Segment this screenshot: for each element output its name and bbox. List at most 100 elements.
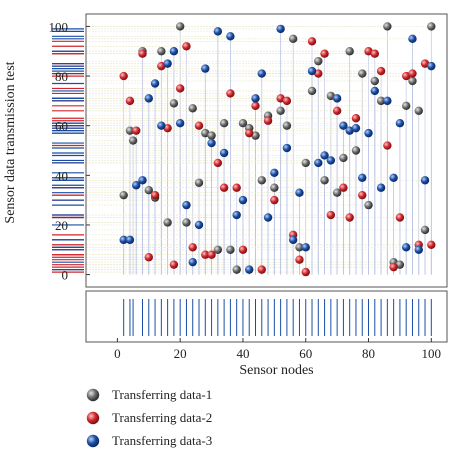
data-point — [295, 255, 304, 264]
legend-label: Transferring data-1 — [112, 387, 213, 402]
rug-box — [85, 290, 448, 343]
data-point — [232, 265, 241, 274]
rug-layer — [52, 28, 432, 336]
data-point — [257, 176, 266, 185]
data-point — [339, 183, 348, 192]
data-point — [358, 190, 367, 200]
data-point — [194, 178, 204, 187]
data-point — [376, 96, 386, 106]
legend-marker-blue — [86, 434, 100, 448]
data-point — [358, 173, 367, 182]
data-point — [226, 32, 235, 41]
legend-label: Transferring data-2 — [112, 410, 213, 425]
data-point — [326, 156, 336, 165]
data-point — [169, 99, 179, 108]
data-point — [383, 141, 392, 150]
data-point — [219, 119, 229, 128]
data-point — [364, 128, 373, 138]
legend-marker-red — [86, 411, 100, 425]
data-point — [169, 47, 179, 56]
data-point — [401, 243, 411, 252]
data-point — [257, 69, 266, 78]
data-point — [301, 243, 310, 252]
data-point — [320, 151, 329, 160]
data-point — [194, 220, 204, 230]
data-point — [125, 96, 135, 106]
data-point — [395, 213, 405, 222]
data-point — [194, 121, 204, 130]
data-point — [307, 86, 317, 96]
legend-marker-gray — [86, 388, 100, 402]
y-axis-label: Sensor data transmission test — [3, 61, 18, 223]
data-point — [232, 183, 241, 192]
legend-item-data-3: Transferring data-3 — [86, 430, 212, 452]
data-point — [188, 104, 197, 113]
data-point — [263, 213, 273, 222]
plot-frame — [85, 13, 448, 343]
data-point — [138, 176, 147, 185]
data-point — [326, 210, 336, 220]
data-point — [207, 250, 216, 259]
data-point — [125, 126, 135, 135]
data-point — [226, 89, 235, 98]
data-point — [270, 195, 279, 205]
data-point — [320, 176, 329, 185]
data-point — [389, 173, 398, 182]
data-point — [125, 235, 135, 245]
data-point — [427, 61, 436, 71]
data-point — [395, 119, 405, 128]
data-point — [351, 146, 361, 155]
data-point — [207, 131, 216, 140]
data-point — [226, 245, 235, 254]
data-point — [408, 69, 417, 78]
data-point — [295, 188, 304, 197]
data-point — [213, 158, 223, 168]
y-tick-label: 40 — [55, 168, 68, 183]
data-point — [213, 245, 223, 254]
data-point — [301, 158, 310, 168]
data-point — [408, 76, 417, 86]
data-point — [345, 47, 354, 56]
data-point — [263, 116, 273, 125]
points-layer — [119, 22, 436, 277]
x-tick-label: 40 — [236, 346, 249, 361]
data-point — [332, 106, 342, 115]
data-point — [138, 49, 147, 58]
legend: Transferring data-1 Transferring data-2 … — [86, 384, 212, 453]
data-point — [276, 24, 285, 34]
y-tick-label: 80 — [55, 69, 68, 84]
guide-lines-layer — [86, 26, 432, 275]
data-point — [128, 136, 138, 145]
y-tick-label: 60 — [55, 119, 68, 134]
data-point — [119, 71, 128, 81]
legend-item-data-2: Transferring data-2 — [86, 407, 212, 429]
data-point — [245, 265, 254, 274]
data-point — [320, 49, 329, 58]
data-point — [427, 22, 436, 31]
data-point — [163, 59, 172, 68]
data-point — [276, 106, 285, 115]
x-axis-label: Sensor nodes — [239, 363, 313, 378]
data-point — [132, 181, 141, 190]
x-tick-label: 100 — [422, 346, 442, 361]
data-point — [175, 119, 185, 128]
data-point — [282, 121, 292, 130]
data-point — [175, 84, 185, 93]
data-point — [188, 243, 197, 252]
data-point — [270, 183, 279, 192]
data-point — [420, 225, 430, 235]
data-point — [295, 243, 304, 252]
data-point — [383, 22, 392, 31]
data-point — [414, 245, 423, 254]
data-point — [188, 257, 197, 267]
data-point — [144, 253, 153, 262]
data-point — [420, 176, 430, 185]
data-point — [201, 250, 210, 259]
legend-label: Transferring data-3 — [112, 433, 213, 448]
data-point — [251, 94, 260, 103]
data-point — [219, 148, 229, 158]
data-point — [427, 240, 436, 250]
data-point — [376, 66, 386, 76]
data-point — [282, 96, 292, 106]
y-tick-label: 20 — [55, 218, 68, 233]
